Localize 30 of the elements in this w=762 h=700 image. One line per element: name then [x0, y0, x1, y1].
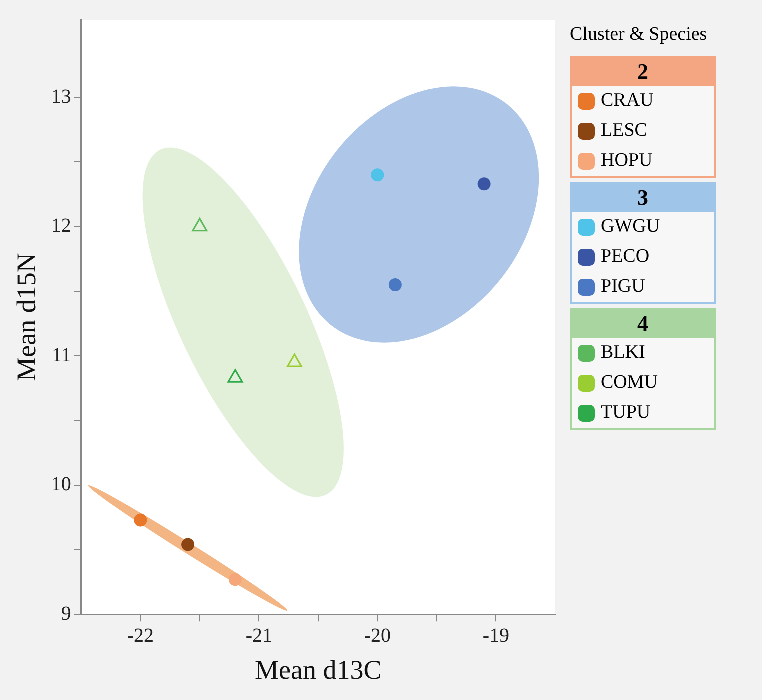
x-tick-label: -22 [127, 624, 154, 647]
x-axis-title: Mean d13C [255, 654, 382, 685]
legend-label: TUPU [601, 401, 651, 425]
y-tick-label: 13 [51, 86, 72, 108]
legend-label: PIGU [601, 275, 646, 299]
point [371, 168, 384, 182]
legend-label: HOPU [601, 149, 653, 173]
y-tick-label: 11 [52, 344, 72, 366]
y-tick-label: 9 [61, 602, 72, 625]
text: 2 [572, 58, 714, 86]
legend-label: CRAU [601, 89, 654, 113]
point [388, 278, 402, 292]
legend-title: Cluster & Species [570, 24, 708, 46]
legend-label: COMU [601, 371, 658, 395]
x-tick-label: -19 [482, 624, 510, 647]
legend-label: GWGU [601, 215, 660, 239]
point [478, 178, 491, 191]
text: 3 [572, 184, 714, 212]
point [182, 538, 195, 552]
y-tick-label: 12 [51, 215, 72, 238]
point [134, 514, 148, 527]
y-axis-title: Mean d15N [11, 253, 42, 382]
legend-label: LESC [601, 119, 648, 143]
legend-label: PECO [601, 245, 650, 269]
legend-label: BLKI [601, 341, 646, 365]
y-tick-label: 10 [51, 474, 72, 496]
text: 4 [572, 310, 714, 338]
point [228, 573, 242, 586]
x-tick-label: -21 [246, 624, 272, 647]
x-tick-label: -20 [364, 624, 391, 647]
